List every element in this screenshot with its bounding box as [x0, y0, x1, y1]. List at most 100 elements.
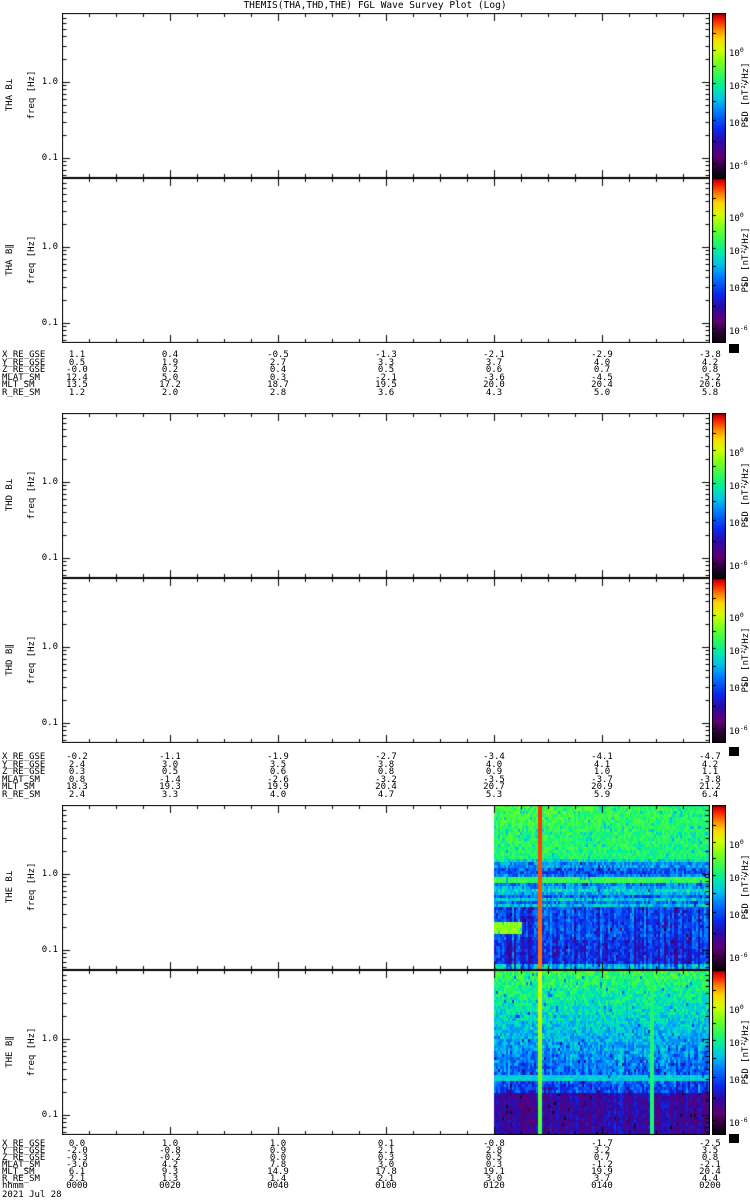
colorbar-psd-label: PSD [nT²/Hz]: [741, 462, 750, 528]
ephemeris-value: -2.1: [699, 1160, 721, 1170]
ephemeris-value: -0.2: [66, 752, 88, 762]
ephemeris-value: 0.3: [377, 1153, 395, 1163]
ephemeris-value: -0.5: [267, 350, 289, 360]
ephemeris-value: 0.5: [485, 1153, 503, 1163]
ephemeris-value: 20.4: [699, 1167, 721, 1177]
ephemeris-value: -1.3: [375, 350, 397, 360]
ephemeris-row-label: MLAT_SM: [2, 1160, 40, 1170]
ephemeris-row: MLAT_SM 0.8 -1.4 -2.6 -3.2 -3.5 -3.7 -3.8: [0, 774, 750, 785]
colorbar-tick-label: 100: [729, 838, 744, 851]
y-tick-label-1: 1.0: [41, 642, 58, 652]
ephemeris-value: 3.6: [377, 387, 395, 398]
spectrogram-the-bperp: [62, 805, 710, 970]
ephemeris-row: R_RE_SM 1.2 2.0 2.8 3.6 4.3 5.0 5.8: [0, 387, 750, 398]
ephemeris-value: 2.1: [377, 1146, 395, 1156]
y-tick-label-01: 0.1: [41, 553, 58, 563]
ephemeris-value: -1.9: [267, 752, 289, 762]
ephemeris-value: 19.9: [591, 1167, 613, 1177]
y-tick-label-1: 1.0: [41, 1034, 58, 1044]
y-axis-spacecraft-label: THD B∥: [5, 644, 15, 676]
ephemeris-value: 0.3: [68, 767, 86, 777]
ephemeris-value: -4.5: [591, 372, 613, 383]
ephemeris-row: MLAT_SM -3.6 4.2 7.8 3.0 0.3 -1.2 -2.1: [0, 1160, 750, 1170]
ephemeris-row-label: Z_RE_GSE: [2, 767, 46, 777]
ephemeris-value: -2.5: [699, 1139, 721, 1149]
ephemeris-row: MLT_SM 6.1 9.3 14.9 17.8 19.1 19.9 20.4: [0, 1167, 750, 1177]
ephemeris-value: 5.8: [701, 387, 719, 398]
ephemeris-value: 17.8: [375, 1167, 397, 1177]
ephemeris-value: 3.8: [377, 759, 395, 770]
ephemeris-value: 4.1: [593, 759, 611, 770]
ephemeris-value: 1.0: [593, 767, 611, 777]
ephemeris-value: -2.0: [66, 1146, 88, 1156]
ephemeris-row-label: MLAT_SM: [2, 774, 40, 785]
ephemeris-row-label: MLAT_SM: [2, 372, 40, 383]
colorbar-tick-label: 10-4: [729, 281, 748, 294]
ephemeris-value: -0.3: [66, 1153, 88, 1163]
colorbar-psd-label: PSD [nT²/Hz]: [741, 227, 750, 293]
ephemeris-value: 3.3: [161, 789, 179, 800]
colorbar-tick-label: 100: [729, 1003, 744, 1016]
colorbar-gradient: [712, 578, 726, 743]
ephemeris-row-label: R_RE_SM: [2, 387, 40, 398]
time-tick-label: 0020: [159, 1181, 181, 1191]
ephemeris-value: 0.3: [269, 372, 287, 383]
ephemeris-value: 5.3: [485, 789, 503, 800]
ephemeris-value: 0.3: [485, 1160, 503, 1170]
ephemeris-value: 2.1: [377, 1174, 395, 1184]
ephemeris-row-label: Z_RE_GSE: [2, 1153, 46, 1163]
ephemeris-value: 5.9: [593, 789, 611, 800]
ephemeris-row-label: R_RE_SM: [2, 1174, 40, 1184]
ephemeris-value: 1.3: [161, 1174, 179, 1184]
y-tick-label-1: 1.0: [41, 242, 58, 252]
colorbar-psd-label: PSD [nT²/Hz]: [741, 1019, 750, 1085]
ephemeris-value: 2.8: [269, 387, 287, 398]
ephemeris-row: Z_RE_GSE 0.3 0.5 0.6 0.8 0.9 1.0 1.1: [0, 767, 750, 777]
colorbar-tick-label: 100: [729, 46, 744, 59]
ephemeris-value: 17.2: [159, 380, 181, 390]
ephemeris-row-label: Y_RE_GSE: [2, 1146, 46, 1156]
ephemeris-value: 0.8: [68, 774, 86, 785]
colorbar-gradient: [712, 970, 726, 1135]
ephemeris-value: 20.4: [591, 380, 613, 390]
panel-the-bperp: THE B⊥ freq [Hz] 1.0 0.1 100 10-2 10-4 10-6…: [0, 805, 750, 970]
panel-thd-bpar: THD B∥ freq [Hz] 1.0 0.1 100 10-2 10-4 10-6…: [0, 578, 750, 743]
panel-the-bpar: THE B∥ freq [Hz] 1.0 0.1 100 10-2 10-4 10-6…: [0, 970, 750, 1135]
ephemeris-value: 12.4: [66, 372, 88, 383]
ephemeris-value: 14.9: [267, 1167, 289, 1177]
ephemeris-value: 20.0: [483, 380, 505, 390]
ephemeris-value: 3.0: [377, 1160, 395, 1170]
ephemeris-row: Z_RE_GSE -0.0 0.2 0.4 0.5 0.6 0.7 0.8: [0, 365, 750, 375]
time-tick-label: 0200: [699, 1181, 721, 1191]
ephemeris-value: 5.0: [593, 387, 611, 398]
ephemeris-row-label: hhmm: [2, 1181, 24, 1191]
y-tick-label-1: 1.0: [41, 477, 58, 487]
ephemeris-value: -0.2: [159, 1153, 181, 1163]
ephemeris-row-label: MLT_SM: [2, 782, 35, 792]
ephemeris-row: X_RE_GSE 0.0 1.0 1.0 0.1 -0.8 -1.7 -2.5: [0, 1139, 750, 1149]
ephemeris-value: 1.9: [161, 357, 179, 368]
ephemeris-value: 3.7: [485, 357, 503, 368]
ephemeris-value: 20.4: [375, 782, 397, 792]
ephemeris-value: -3.2: [375, 774, 397, 785]
ephemeris-value: 3.2: [593, 1146, 611, 1156]
ephemeris-value: 3.5: [701, 1146, 719, 1156]
ephemeris-row-label: Y_RE_GSE: [2, 759, 46, 770]
ephemeris-value: 4.4: [701, 1174, 719, 1184]
ephemeris-value: 0.8: [701, 365, 719, 375]
ephemeris-value: 1.2: [68, 387, 86, 398]
ephemeris-value: -2.1: [483, 350, 505, 360]
ephemeris-value: 2.4: [68, 759, 86, 770]
spectrogram-tha-bpar: [62, 178, 710, 343]
ephemeris-value: -3.6: [66, 1160, 88, 1170]
ephemeris-value: 0.0: [68, 1139, 86, 1149]
ephemeris-value: 1.1: [68, 350, 86, 360]
colorbar-gradient: [712, 178, 726, 343]
colorbar-tick-label: 10-2: [729, 79, 748, 92]
ephemeris-value: 2.4: [68, 789, 86, 800]
time-tick-label: 0120: [483, 1181, 505, 1191]
colorbar-tick-label: 100: [729, 211, 744, 224]
time-tick-label: 0000: [66, 1181, 88, 1191]
ephemeris-value: 2.1: [68, 1174, 86, 1184]
